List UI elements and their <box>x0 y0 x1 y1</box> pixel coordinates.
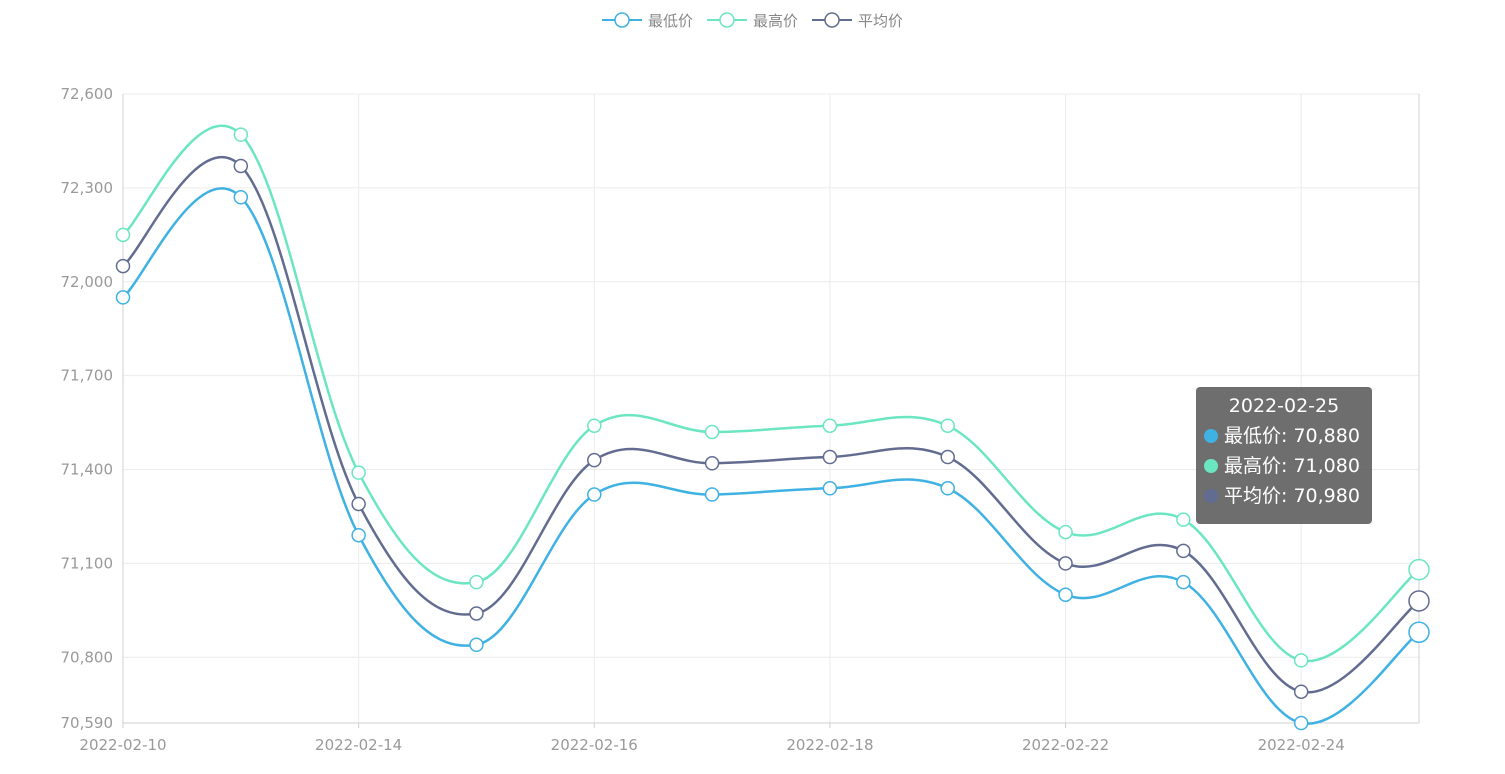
data-point <box>233 158 249 174</box>
legend-item-avg-price[interactable]: 平均价 <box>812 10 903 31</box>
data-point <box>587 487 602 502</box>
data-point <box>1176 574 1191 590</box>
data-point <box>1293 684 1309 699</box>
legend-line-icon <box>812 12 852 28</box>
data-point <box>115 258 131 274</box>
series-dot-icon <box>1204 489 1218 503</box>
data-point <box>469 574 484 590</box>
data-point <box>1293 653 1309 668</box>
y-tick-label: 71,400 <box>61 461 114 479</box>
data-point <box>940 481 955 496</box>
tooltip-row-label: 平均价: 70,980 <box>1224 485 1360 507</box>
legend-item-max-price[interactable]: 最高价 <box>706 10 798 31</box>
y-tick-label: 72,600 <box>61 85 114 103</box>
legend-label: 最高价 <box>752 11 798 30</box>
data-point <box>233 127 249 142</box>
y-tick-label: 70,800 <box>61 648 114 666</box>
data-point <box>704 487 720 502</box>
series-line <box>122 124 1420 663</box>
legend-line-icon <box>706 12 747 28</box>
data-point <box>1408 558 1430 581</box>
data-point <box>351 496 366 512</box>
data-point <box>940 418 955 433</box>
y-tick-label: 72,300 <box>61 179 114 197</box>
tooltip-row-label: 最低价: 70,880 <box>1224 425 1360 447</box>
data-point <box>469 606 484 621</box>
data-point <box>822 418 838 433</box>
x-tick-label: 2022-02-16 <box>551 736 638 754</box>
y-tick-label: 71,700 <box>61 367 114 385</box>
data-point <box>469 637 484 653</box>
data-point <box>115 290 131 305</box>
y-tick-label: 70,590 <box>61 714 114 732</box>
tooltip-row-min: 最低价: 70,880 <box>1204 421 1364 451</box>
legend-label: 平均价 <box>858 11 904 30</box>
data-point <box>233 190 249 205</box>
tooltip-row-label: 最高价: 71,080 <box>1224 455 1360 477</box>
data-point <box>351 465 366 480</box>
data-point <box>1176 512 1191 527</box>
series-dot-icon <box>1204 459 1218 473</box>
data-point <box>1058 556 1073 571</box>
series-line <box>122 187 1420 725</box>
x-tick-label: 2022-02-10 <box>79 736 166 754</box>
data-point <box>1176 543 1191 559</box>
tooltip-row-avg: 平均价: 70,980 <box>1204 481 1364 511</box>
data-point <box>351 527 366 543</box>
chart-tooltip: 2022-02-25 最低价: 70,880 最高价: 71,080 平均价: … <box>1196 387 1372 524</box>
data-point <box>1058 524 1073 540</box>
data-point <box>1293 715 1309 731</box>
chart-legend: 最低价 最高价 平均价 <box>0 6 1505 34</box>
y-tick-label: 72,000 <box>61 273 114 291</box>
data-point <box>704 456 720 471</box>
y-tick-label: 71,100 <box>61 554 114 572</box>
tooltip-title: 2022-02-25 <box>1228 395 1340 417</box>
data-point <box>1408 590 1430 612</box>
data-point <box>704 424 720 440</box>
data-point <box>822 481 838 496</box>
x-tick-label: 2022-02-18 <box>786 736 873 754</box>
data-point <box>115 227 131 243</box>
data-point <box>1408 621 1430 643</box>
legend-item-min-price[interactable]: 最低价 <box>601 10 693 31</box>
x-tick-label: 2022-02-22 <box>1022 736 1109 754</box>
legend-label: 最低价 <box>647 11 693 30</box>
data-point <box>587 452 602 468</box>
data-point <box>940 449 955 465</box>
series-line <box>122 155 1420 694</box>
legend-line-icon <box>601 12 642 28</box>
tooltip-row-max: 最高价: 71,080 <box>1204 451 1364 481</box>
series-dot-icon <box>1204 429 1218 443</box>
data-point <box>822 449 838 465</box>
data-point <box>587 418 602 433</box>
x-tick-label: 2022-02-14 <box>315 736 402 754</box>
x-tick-label: 2022-02-24 <box>1258 736 1345 754</box>
data-point <box>1058 587 1073 602</box>
